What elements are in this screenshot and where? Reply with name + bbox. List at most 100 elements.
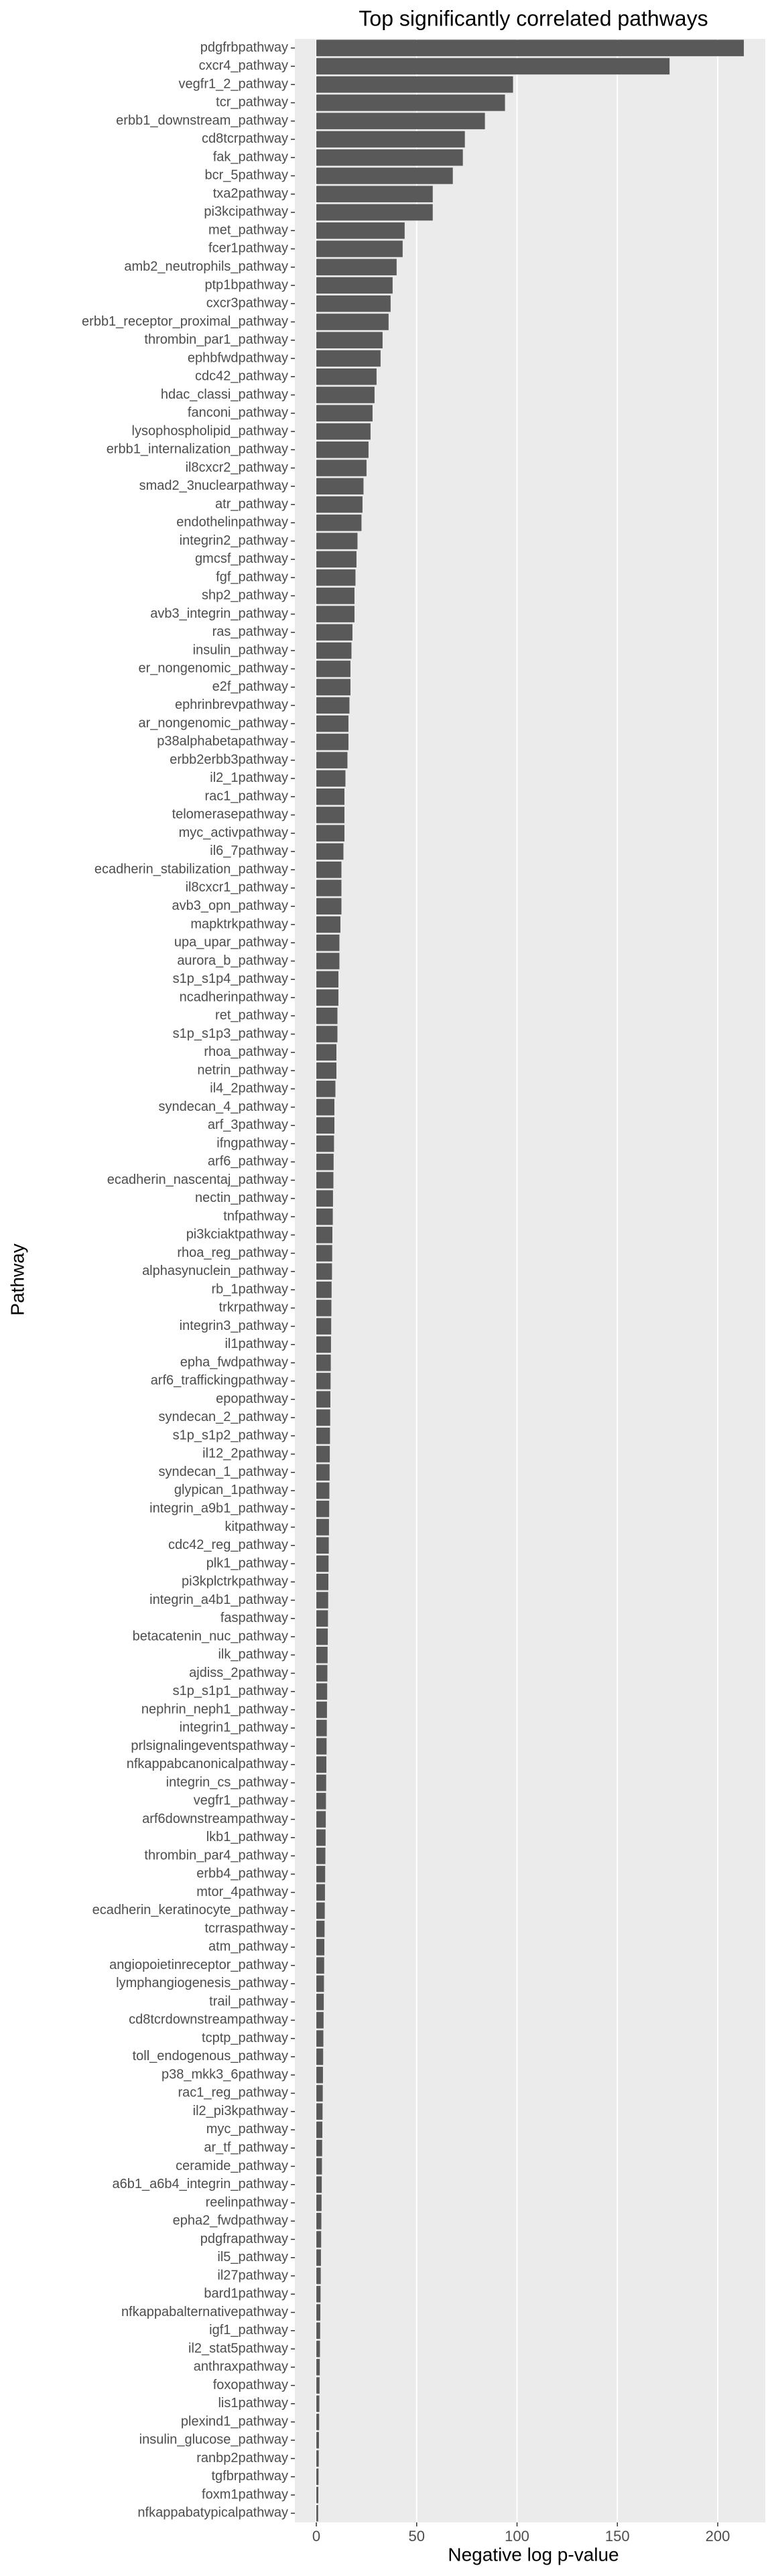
bar <box>316 788 344 805</box>
bar <box>316 606 355 622</box>
bar <box>316 861 342 878</box>
bar <box>316 661 350 677</box>
bar <box>316 2030 324 2047</box>
bar <box>316 2505 318 2522</box>
y-tick-label: tgfbrpathway <box>211 2469 288 2484</box>
bar <box>316 1847 326 1865</box>
bar <box>316 1902 325 1919</box>
bar <box>316 2139 322 2157</box>
bar <box>316 1665 328 1682</box>
bar <box>316 2340 320 2358</box>
bar <box>316 1555 329 1572</box>
y-tick-label: ecadherin_stabilization_pathway <box>94 862 288 876</box>
y-tick-label: ranbp2pathway <box>196 2451 288 2465</box>
y-tick-label: kitpathway <box>225 1519 289 1534</box>
bar <box>316 1975 324 1992</box>
bar <box>316 825 344 841</box>
y-tick-label: ecadherin_nascentaj_pathway <box>107 1172 288 1187</box>
y-tick-label: plexind1_pathway <box>181 2414 288 2429</box>
bar <box>316 1154 334 1170</box>
bar <box>316 533 358 549</box>
y-tick-label: ar_nongenomic_pathway <box>139 716 289 730</box>
bar <box>316 2066 323 2084</box>
bar <box>316 58 670 75</box>
bar <box>316 2468 319 2486</box>
y-tick-label: foxm1pathway <box>202 2487 288 2502</box>
y-tick-label: tcrraspathway <box>205 1921 289 1936</box>
bar <box>316 1409 330 1426</box>
bar <box>316 1208 333 1225</box>
bar <box>316 807 344 823</box>
bar <box>316 2158 322 2175</box>
bar <box>316 1300 332 1316</box>
y-tick-label: atr_pathway <box>215 496 288 511</box>
bar <box>316 277 393 294</box>
plot-background <box>295 39 765 2522</box>
bar <box>316 1482 330 1499</box>
y-tick-label: ras_pathway <box>212 624 288 639</box>
bar <box>316 2377 320 2394</box>
bar <box>316 1391 331 1408</box>
y-tick-label: epha2_fwdpathway <box>173 2214 288 2228</box>
bar <box>316 1993 324 2011</box>
bar <box>316 1008 338 1024</box>
y-tick-label: ptp1bpathway <box>204 277 288 292</box>
y-tick-label: integrin1_pathway <box>180 1720 288 1735</box>
y-tick-label: cxcr4_pathway <box>199 58 288 73</box>
bar <box>316 1135 334 1152</box>
y-tick-label: integrin3_pathway <box>180 1318 288 1333</box>
y-tick-label: cdc42_reg_pathway <box>168 1538 288 1552</box>
bar <box>316 1281 332 1298</box>
bar <box>316 1592 328 1609</box>
bar <box>316 898 342 914</box>
bar <box>316 916 340 933</box>
bar <box>316 2286 321 2303</box>
bar <box>316 478 364 495</box>
chart-title: Top significantly correlated pathways <box>359 6 708 30</box>
bar <box>316 2413 320 2431</box>
y-tick-label: epha_fwdpathway <box>180 1355 288 1369</box>
bar <box>316 515 362 531</box>
y-tick-label: plk1_pathway <box>206 1556 288 1570</box>
bar <box>316 1939 325 1956</box>
y-tick-label: il8cxcr2_pathway <box>186 460 288 475</box>
bar <box>316 551 357 568</box>
bar <box>316 989 338 1006</box>
y-tick-label: mapktrkpathway <box>190 917 288 931</box>
y-tick-label: fgf_pathway <box>216 569 288 584</box>
y-tick-label: trail_pathway <box>209 1994 288 2009</box>
y-tick-label: p38_mkk3_6pathway <box>162 2067 288 2082</box>
y-tick-label: tcr_pathway <box>216 95 288 110</box>
y-tick-label: lis1pathway <box>218 2396 288 2411</box>
bar <box>316 2048 324 2065</box>
y-tick-label: erbb4_pathway <box>196 1867 288 1881</box>
y-tick-label: hdac_classi_pathway <box>161 387 288 402</box>
bar <box>316 259 397 275</box>
y-tick-label: ephrinbrevpathway <box>175 697 288 712</box>
bar <box>316 1829 326 1846</box>
y-tick-label: rb_1pathway <box>211 1282 288 1296</box>
y-tick-label: pi3kciaktpathway <box>186 1227 288 1242</box>
y-tick-label: il2_1pathway <box>210 770 288 785</box>
y-tick-label: angiopoietinreceptor_pathway <box>109 1958 288 1972</box>
bar <box>316 1537 329 1554</box>
bar <box>316 971 338 988</box>
y-tick-label: lysophospholipid_pathway <box>132 423 289 438</box>
y-tick-label: rac1_pathway <box>204 789 288 803</box>
y-tick-label: bcr_5pathway <box>204 168 288 183</box>
y-tick-label: il5_pathway <box>217 2250 288 2264</box>
y-tick-label: ncadherinpathway <box>180 990 288 1004</box>
bar <box>316 2267 321 2285</box>
y-tick-label: erbb1_downstream_pathway <box>116 113 288 128</box>
bar <box>316 1720 327 1737</box>
y-tick-label: erbb1_internalization_pathway <box>107 442 288 457</box>
bar <box>316 1628 328 1645</box>
y-tick-label: cd8tcrdownstreampathway <box>129 2013 288 2027</box>
bar <box>316 442 369 458</box>
y-tick-label: integrin_cs_pathway <box>166 1775 288 1789</box>
y-tick-label: txa2pathway <box>213 186 288 201</box>
y-tick-label: trkrpathway <box>219 1300 288 1315</box>
y-tick-label: ilk_pathway <box>218 1647 288 1662</box>
y-tick-label: pi3kplctrkpathway <box>182 1574 288 1589</box>
